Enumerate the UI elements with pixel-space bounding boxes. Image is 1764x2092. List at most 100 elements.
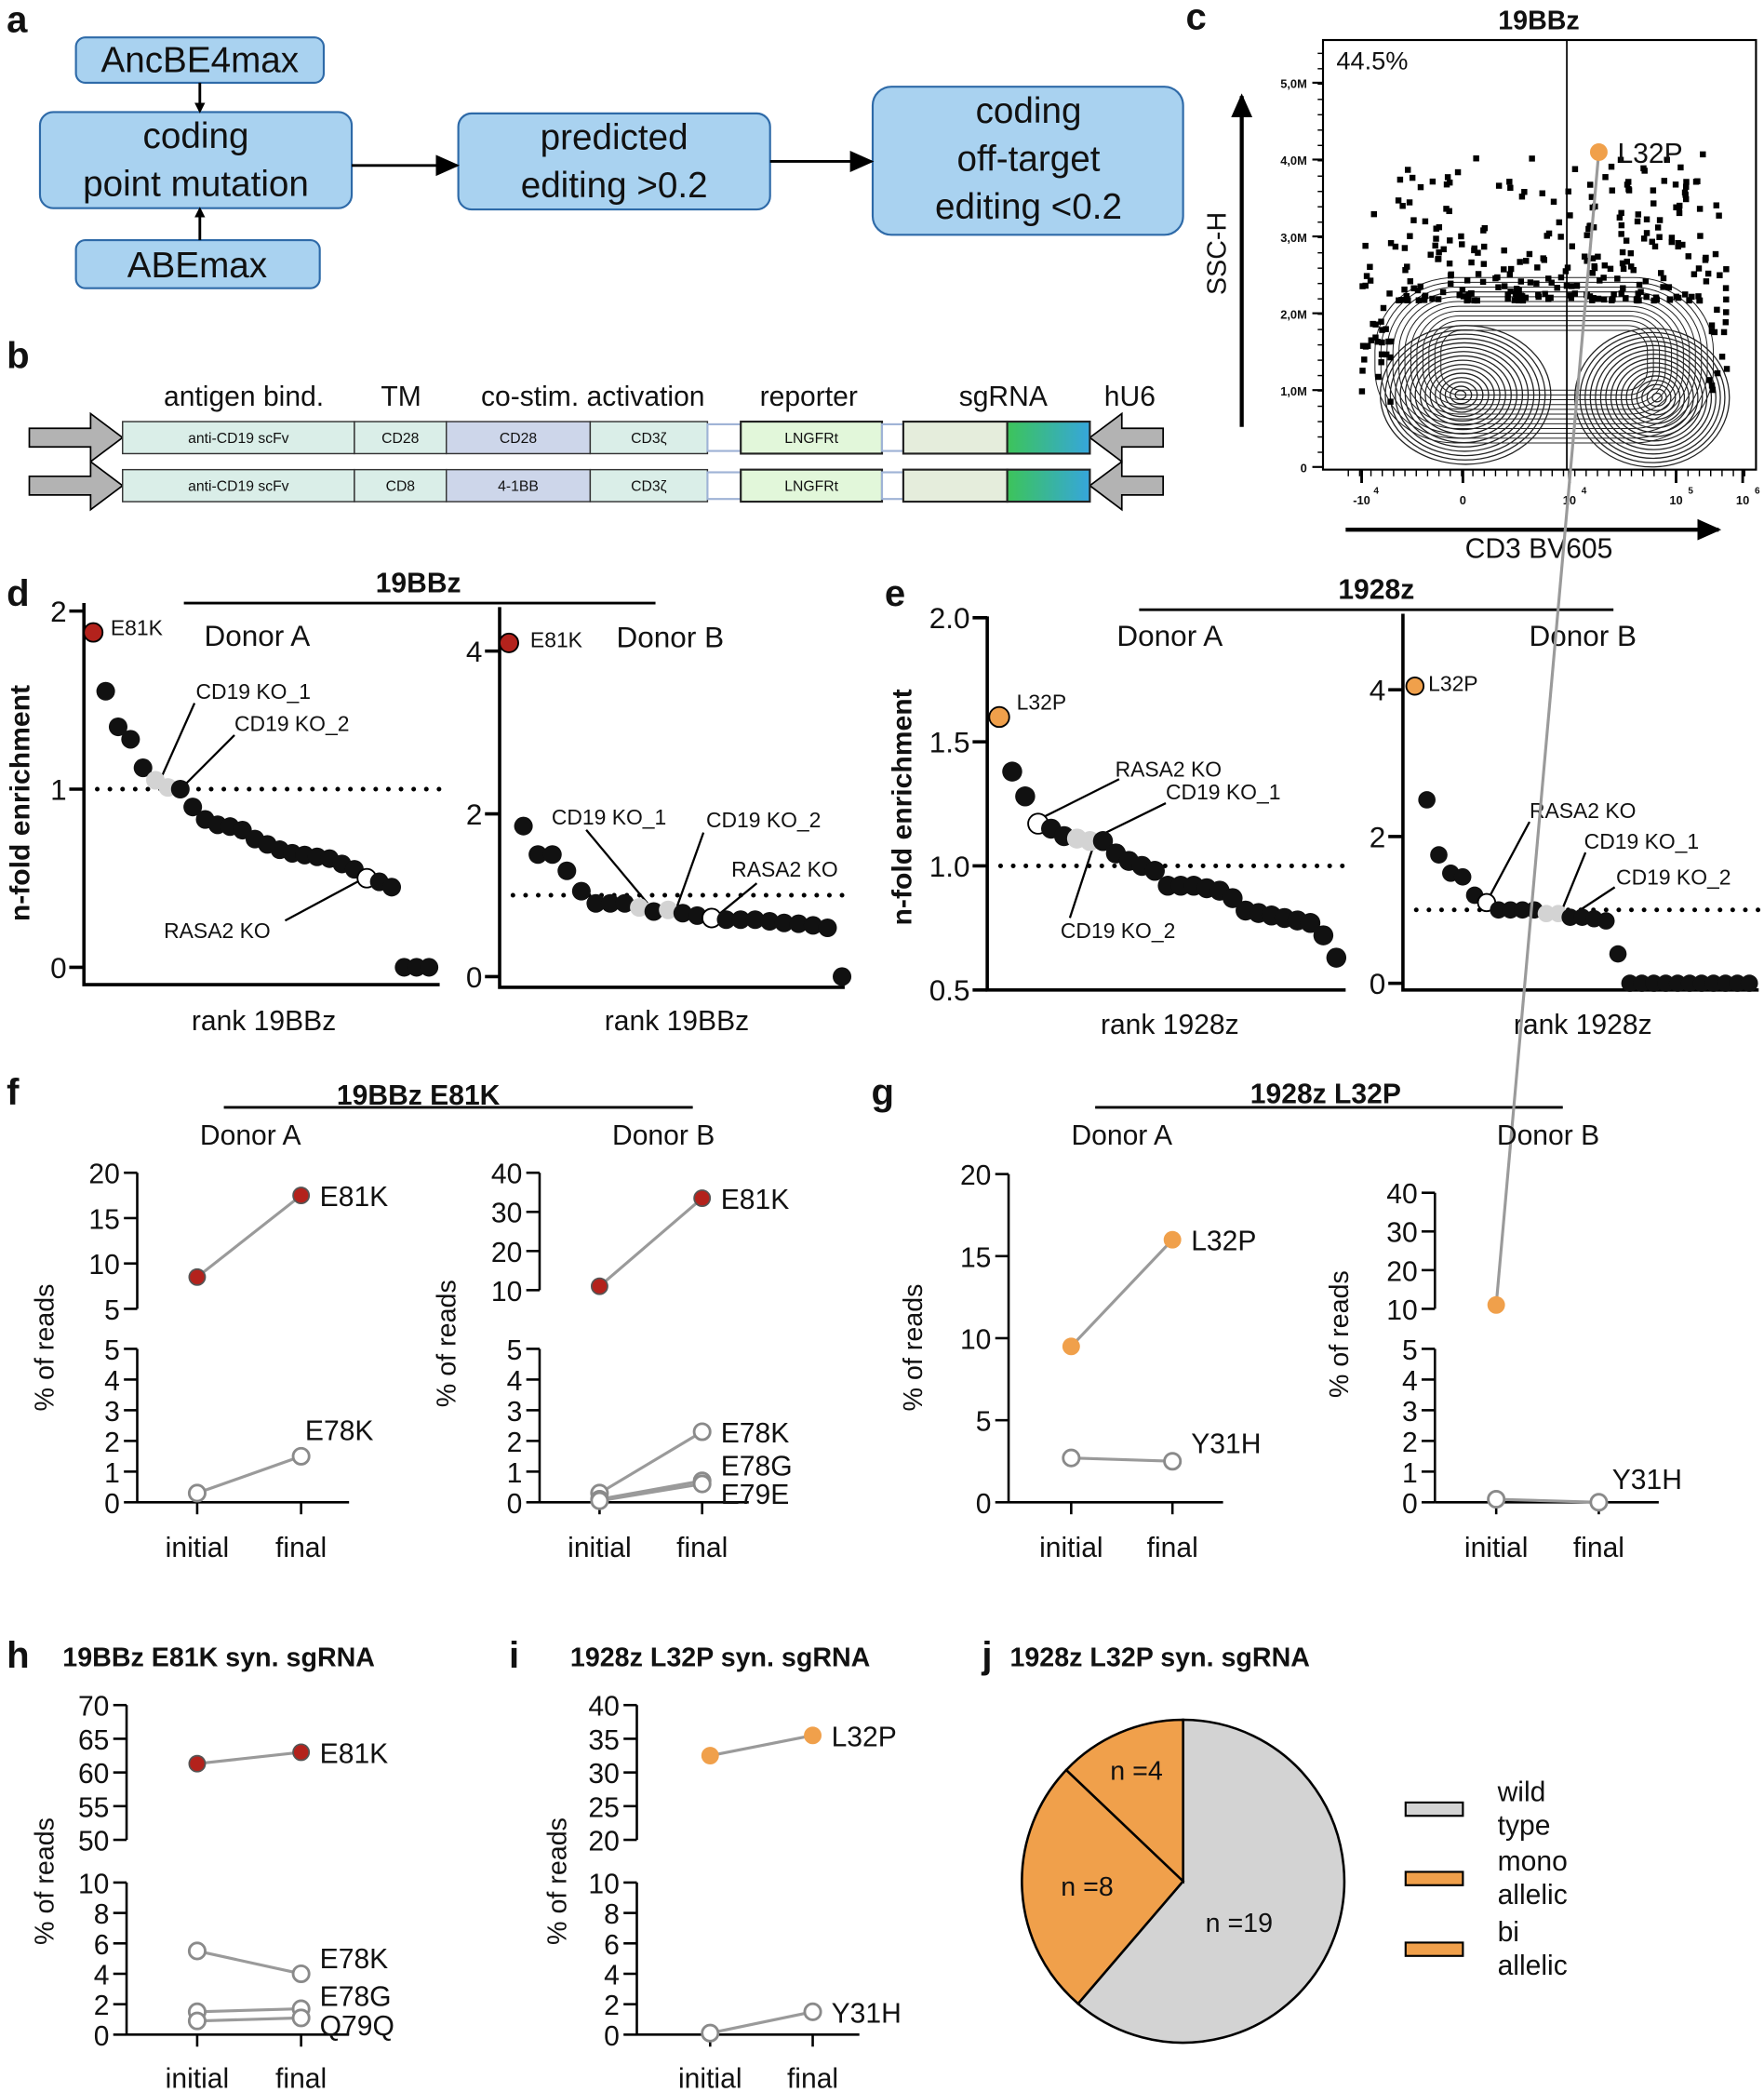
series-e78k: E78K <box>187 1416 373 1503</box>
data-point <box>187 1941 207 1961</box>
series-label: E78G <box>320 1982 392 2013</box>
panel-letters: a b c d e f g h i j <box>7 0 1207 1676</box>
segment-label: CD28 <box>500 431 537 447</box>
y-axis-label: % of reads <box>543 1817 573 1945</box>
y-tick-label: 30 <box>1386 1218 1417 1249</box>
annotation-label: CD19 KO_2 <box>1616 865 1731 890</box>
series-e81k: E81K <box>188 1738 388 1773</box>
x-tick-exponent: 6 <box>1755 486 1760 496</box>
y-tick-label: 0 <box>104 1489 120 1520</box>
y-tick-label: 1 <box>507 1458 523 1489</box>
y-tick-label: 10 <box>1386 1295 1417 1326</box>
data-point <box>1487 1489 1506 1509</box>
data-point <box>1163 1230 1182 1249</box>
annotation-label: CD19 KO_2 <box>1061 919 1175 943</box>
panel-letter-c: c <box>1186 0 1207 38</box>
series-y31h: Y31H <box>1487 1465 1682 1512</box>
y-tick-label: 0.5 <box>929 973 970 1007</box>
data-point-black <box>1704 974 1723 992</box>
hu6-arrow-icon <box>1088 460 1165 512</box>
y-tick-label: 10 <box>88 1250 119 1281</box>
x-tick-label: initial <box>678 2064 742 2092</box>
panel-letter-e: e <box>885 573 905 614</box>
data-point-black <box>1645 974 1663 992</box>
annotation-label: CD19 KO_2 <box>234 712 349 736</box>
segment-label: CD3ζ <box>631 479 666 495</box>
x-tick-label: initial <box>166 1533 230 1563</box>
data-point-gray <box>1537 905 1556 923</box>
data-point-black <box>1502 901 1519 919</box>
series-label: L32P <box>1191 1227 1256 1257</box>
series-q79q: Q79Q <box>187 2008 394 2042</box>
pie-slice <box>1021 1768 1185 2005</box>
series-line <box>709 1734 813 1758</box>
plot-title: Donor A <box>1116 619 1223 652</box>
series-line <box>196 1949 301 1976</box>
box-coding-line2: point mutation <box>83 165 309 205</box>
legend-label: mono <box>1498 1846 1568 1877</box>
panel-g-donor-a: 0 5 10 15 20 initial final L32P Y31H Donor A % of … <box>899 1120 1261 1563</box>
y-tick-label: 20 <box>491 1238 522 1268</box>
panel-e-donor-b: 0 2 4 L32P RASA2 KO CD19 KO_1 CD19 KO_2 Donor B… <box>1370 613 1761 1040</box>
linker <box>880 422 904 452</box>
series-label: L32P <box>832 1722 897 1752</box>
pie-slice <box>1064 1718 1184 1884</box>
y-tick-label: 2.0 <box>929 601 970 635</box>
annotation-label: L32P <box>1428 672 1477 696</box>
legend-swatch <box>1404 1801 1464 1817</box>
legend-label: type <box>1498 1810 1551 1841</box>
data-point-black <box>731 910 751 930</box>
y-tick-label: 30 <box>491 1199 522 1229</box>
data-point <box>590 1491 609 1510</box>
slice-label: n =4 <box>1110 1757 1163 1787</box>
data-point-black <box>586 893 606 913</box>
construct-segment <box>446 468 592 503</box>
panel-d-donor-a: 0 1 2 E81K CD19 KO_1 CD19 KO_2 RASA2 KO Donor A… <box>6 595 443 1037</box>
data-point <box>187 2011 207 2031</box>
plot-title: Donor A <box>204 619 310 652</box>
panel-letter-i: i <box>509 1635 519 1676</box>
y-tick-label: 70 <box>78 1692 109 1723</box>
y-tick-label: 40 <box>1386 1179 1417 1210</box>
x-axis-label: CD3 BV605 <box>1465 533 1613 564</box>
group-title-19bbz: 19BBz <box>376 569 461 599</box>
series-line <box>598 1430 703 1495</box>
y-tick-label: 4 <box>1370 674 1386 707</box>
y-tick-label: 55 <box>78 1792 109 1823</box>
data-point-black <box>183 798 203 817</box>
annotation-label: CD19 KO_1 <box>1584 829 1699 853</box>
y-tick-label: 0 <box>507 1489 523 1520</box>
x-tick-label: initial <box>166 2064 230 2092</box>
data-point <box>291 1964 311 1984</box>
series-line <box>599 1482 702 1503</box>
annotation-leader-line <box>585 829 648 905</box>
data-point <box>292 1743 311 1762</box>
series-label: E78G <box>721 1451 793 1482</box>
segment-label: anti-CD19 scFv <box>188 431 289 447</box>
y-tick-label: 2,0M <box>1280 307 1307 321</box>
x-axis-label: rank 19BBz <box>192 1006 336 1037</box>
annotation-label: L32P <box>1017 691 1066 715</box>
data-point-black <box>514 816 533 836</box>
data-point-black <box>1430 846 1448 864</box>
series-e78k: E78K <box>590 1418 789 1503</box>
y-tick-label: 2 <box>507 1428 523 1458</box>
data-point-black <box>1092 831 1114 852</box>
y-tick-label: 0 <box>50 951 67 985</box>
data-point <box>692 1422 712 1442</box>
box-offtarget-line2: off-target <box>957 139 1101 179</box>
y-tick-label: 0 <box>1402 1489 1418 1520</box>
data-point-black <box>420 958 439 977</box>
y-tick-label: 5 <box>976 1407 992 1438</box>
series-label: L32P <box>1617 139 1682 169</box>
construct-1: anti-CD19 scFv CD28 CD28 CD3ζ LNGFRt <box>28 411 1165 463</box>
series-line <box>709 2010 813 2035</box>
y-tick-label: 10 <box>78 1869 109 1899</box>
data-point-black <box>644 902 663 921</box>
data-point-orange <box>988 705 1010 729</box>
plot-title: 19BBz E81K syn. sgRNA <box>62 1643 375 1673</box>
density-contours <box>1374 276 1731 468</box>
